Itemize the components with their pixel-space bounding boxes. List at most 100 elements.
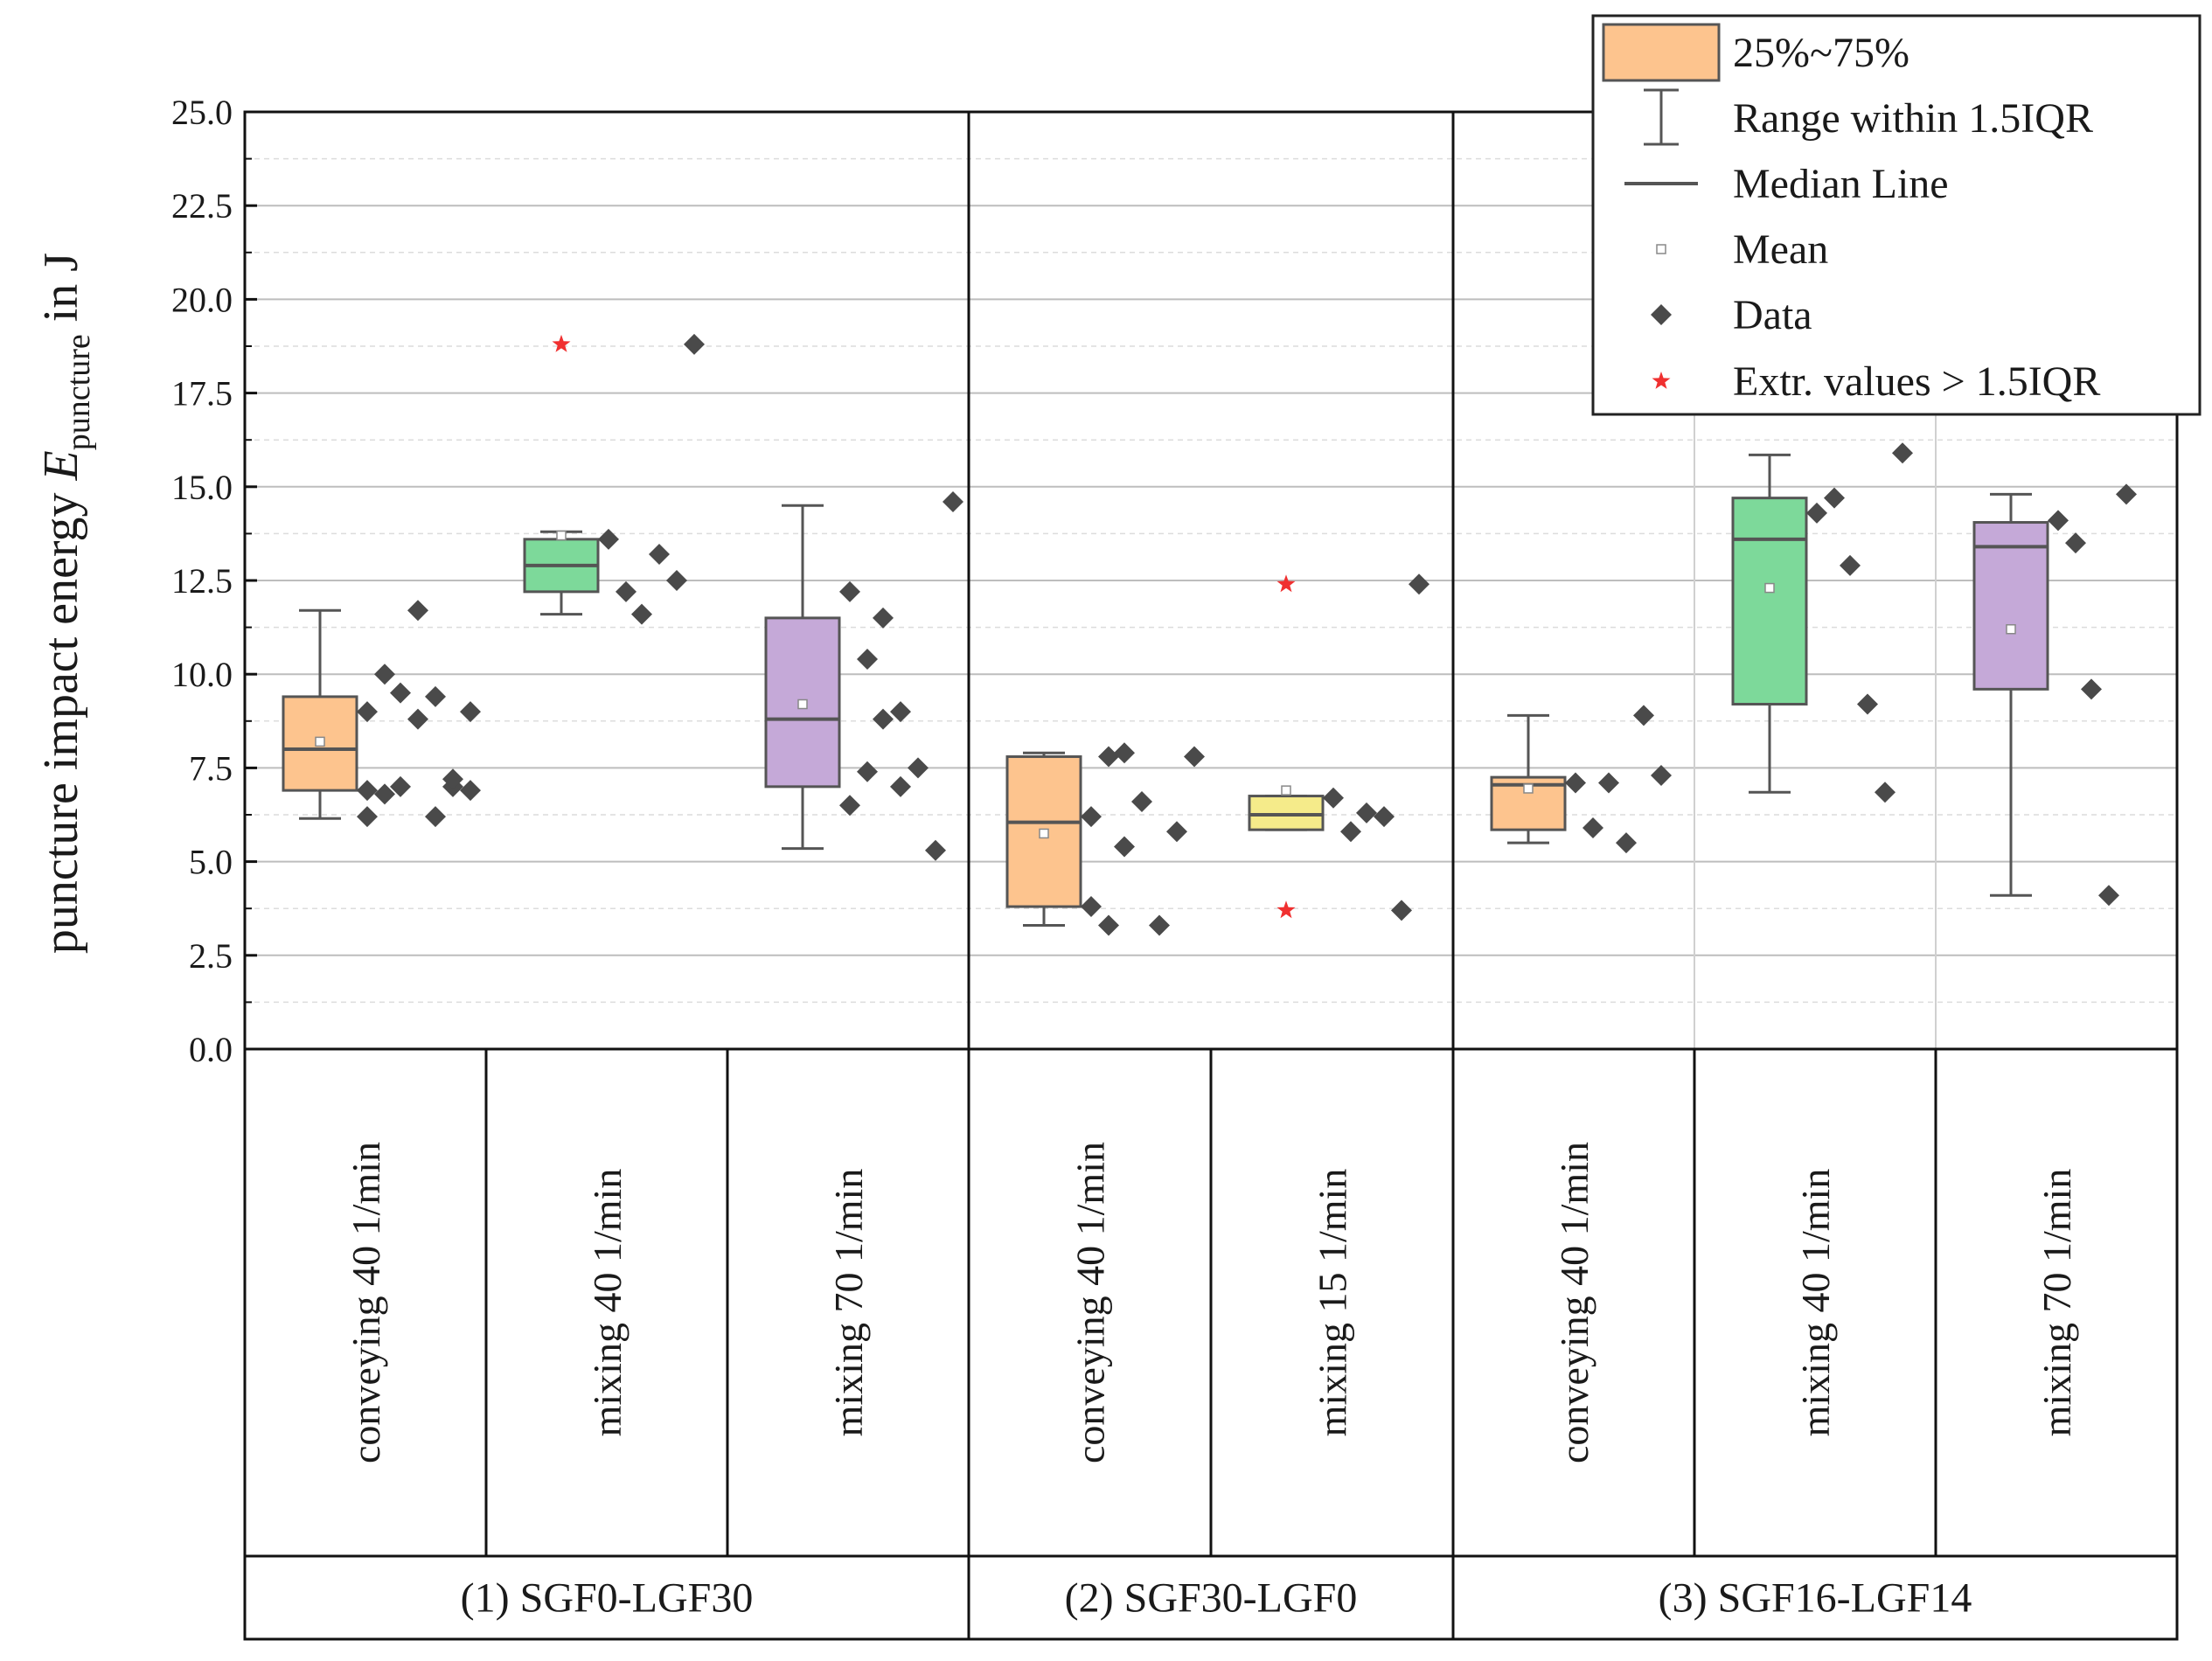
legend-item-median: Median Line (1624, 161, 1949, 207)
data-point (1391, 900, 1412, 921)
legend-mean-symbol (1656, 244, 1666, 254)
group-label: (3) SGF16-LGF14 (1659, 1575, 1972, 1622)
mean-marker (315, 736, 325, 747)
box-6 (1731, 453, 1808, 794)
mean-marker (1039, 828, 1049, 839)
legend-box-swatch (1602, 23, 1721, 82)
mean-marker (2006, 623, 2016, 635)
data-point (1081, 806, 1102, 828)
data-point (1098, 746, 1119, 768)
data-point (460, 701, 481, 723)
data-point (1840, 554, 1861, 576)
data-point (1131, 790, 1152, 812)
mean-marker (797, 698, 808, 710)
data-point (943, 490, 963, 512)
data-point (649, 543, 670, 565)
data-points (357, 333, 2137, 936)
legend-item-box: 25%~75% (1602, 23, 1909, 82)
category-label: conveying 40 1/min (1068, 1142, 1113, 1463)
y-axis-label: puncture impact energy Epuncture in J (34, 253, 97, 954)
data-point (1114, 836, 1135, 858)
y-tick-label: 17.5 (171, 374, 233, 414)
data-point (666, 570, 687, 591)
outlier-star (1276, 574, 1296, 593)
y-axis-label-symbol: E (34, 450, 88, 481)
data-point (1582, 817, 1603, 839)
outlier-star (552, 334, 571, 352)
legend-label: Data (1733, 292, 1812, 338)
mean-marker (1764, 582, 1775, 594)
legend-item-whisker: Range within 1.5IQR (1644, 88, 2093, 146)
data-point (357, 780, 378, 802)
legend-item-mean: Mean (1656, 226, 1828, 273)
legend-label: Median Line (1733, 161, 1949, 207)
data-point (1598, 772, 1619, 794)
legend-label: Mean (1733, 226, 1828, 273)
data-point (908, 757, 929, 779)
data-point (857, 649, 878, 671)
y-tick-label: 5.0 (189, 843, 233, 882)
y-tick-label: 20.0 (171, 280, 233, 319)
data-point (1565, 772, 1586, 794)
category-label: mixing 15 1/min (1311, 1169, 1355, 1437)
mean-marker (1281, 785, 1291, 796)
legend-box (1591, 14, 2202, 416)
group-label: (1) SGF0-LGF30 (461, 1575, 754, 1622)
data-point (873, 607, 894, 629)
data-point (925, 839, 946, 861)
data-point (839, 795, 860, 817)
group-label: (2) SGF30-LGF0 (1065, 1575, 1358, 1622)
data-point (857, 761, 878, 782)
data-point (684, 333, 705, 355)
data-point (890, 775, 911, 797)
data-point (631, 603, 652, 625)
data-point (616, 580, 636, 602)
data-point (1875, 782, 1896, 803)
data-point (407, 600, 428, 622)
y-tick-label: 10.0 (171, 655, 233, 694)
y-tick-label: 22.5 (171, 186, 233, 226)
data-point (2048, 510, 2069, 532)
y-tick-label: 12.5 (171, 561, 233, 601)
data-point (425, 685, 446, 707)
data-point (1633, 705, 1654, 726)
y-tick-label: 25.0 (171, 93, 233, 132)
data-point (357, 701, 378, 723)
data-point (1081, 896, 1102, 918)
data-point (2098, 885, 2119, 907)
data-point (598, 528, 619, 550)
data-point (2081, 678, 2102, 700)
mean-marker (1523, 783, 1534, 794)
legend-label: Extr. values > 1.5IQR (1733, 358, 2100, 405)
data-point (1892, 442, 1913, 464)
data-point (460, 780, 481, 802)
category-label: mixing 70 1/min (2035, 1169, 2079, 1437)
box-4 (1248, 574, 1325, 919)
box-2 (764, 504, 841, 851)
data-point (1149, 914, 1170, 936)
y-axis-label-suffix: in J (34, 253, 88, 334)
legend-outlier-symbol (1652, 372, 1671, 389)
y-axis-label-prefix: puncture impact energy (34, 480, 88, 954)
data-point (390, 775, 411, 797)
data-point (407, 708, 428, 730)
data-point (1824, 487, 1845, 509)
box-0 (282, 608, 358, 820)
data-point (2116, 483, 2137, 505)
data-point (1184, 746, 1205, 768)
data-point (1340, 821, 1361, 843)
legend-label: 25%~75% (1733, 30, 1909, 76)
data-point (1323, 787, 1344, 809)
data-point (1806, 502, 1827, 524)
data-point (1098, 914, 1119, 936)
iqr-box (1972, 521, 2049, 691)
data-point (1616, 832, 1637, 854)
legend-item-outlier: Extr. values > 1.5IQR (1652, 358, 2100, 405)
data-point (442, 768, 463, 790)
data-point (1356, 802, 1377, 824)
mean-marker (556, 530, 567, 541)
y-tick-label: 0.0 (189, 1030, 233, 1069)
category-label: mixing 40 1/min (1793, 1169, 1838, 1437)
data-point (873, 708, 894, 730)
legend-item-data: Data (1651, 292, 1812, 338)
